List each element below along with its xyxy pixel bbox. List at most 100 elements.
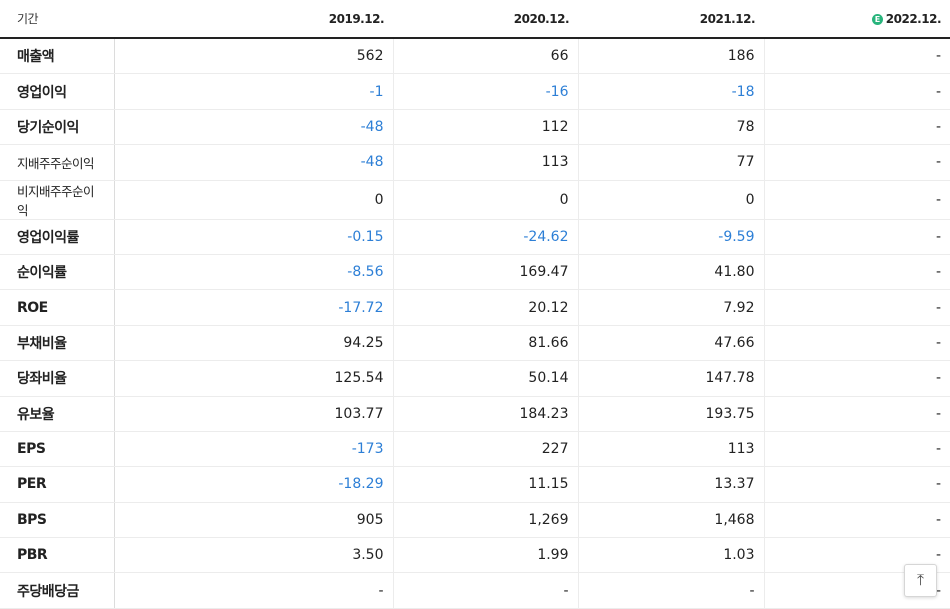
table-cell: -0.15 bbox=[113, 218, 393, 255]
table-row: EPS -173 227 113- bbox=[0, 430, 950, 468]
table-cell: 0 bbox=[113, 180, 393, 220]
table-cell: -48 bbox=[113, 109, 393, 146]
table-cell: 562 bbox=[113, 38, 393, 75]
year-header: 2019.12. bbox=[114, 0, 393, 39]
table-cell: - bbox=[763, 466, 950, 503]
row-label: 매출액 bbox=[0, 38, 115, 75]
table-cell: 1,468 bbox=[577, 502, 764, 539]
table-row: 유보율 103.77 184.23 193.75- bbox=[0, 396, 950, 432]
table-cell: - bbox=[763, 254, 950, 291]
table-cell: 94.25 bbox=[113, 324, 393, 362]
table-cell: 13.37 bbox=[577, 466, 764, 503]
table-cell: - bbox=[577, 572, 764, 609]
table-cell: - bbox=[763, 502, 950, 539]
table-cell: 905 bbox=[113, 502, 393, 539]
table-cell: - bbox=[763, 430, 950, 468]
table-cell: - bbox=[763, 73, 950, 110]
table-cell: 184.23 bbox=[392, 396, 578, 432]
table-cell: - bbox=[763, 324, 950, 362]
row-label: 유보율 bbox=[0, 396, 115, 432]
table-cell: 113 bbox=[577, 430, 764, 468]
table-cell: -18.29 bbox=[113, 466, 393, 503]
table-cell: - bbox=[763, 180, 950, 220]
table-row: 영업이익률 -0.15 -24.62 -9.59- bbox=[0, 218, 950, 255]
table-row: PBR 3.50 1.99 1.03- bbox=[0, 537, 950, 574]
table-cell: -48 bbox=[113, 144, 393, 181]
table-cell: - bbox=[763, 396, 950, 432]
table-cell: - bbox=[763, 360, 950, 397]
row-label: ROE bbox=[0, 289, 115, 326]
table-cell: 41.80 bbox=[577, 254, 764, 291]
table-cell: 103.77 bbox=[113, 396, 393, 432]
table-cell: 1,269 bbox=[392, 502, 578, 539]
row-label: 지배주주순이익 bbox=[0, 144, 115, 181]
table-cell: 125.54 bbox=[113, 360, 393, 397]
row-label: 부채비율 bbox=[0, 324, 115, 362]
table-cell: 47.66 bbox=[577, 324, 764, 362]
table-cell: 81.66 bbox=[392, 324, 578, 362]
table-cell: -8.56 bbox=[113, 254, 393, 291]
table-cell: - bbox=[392, 572, 578, 609]
table-row: ROE -17.72 20.12 7.92- bbox=[0, 289, 950, 326]
table-row: PER -18.29 11.15 13.37- bbox=[0, 466, 950, 503]
row-label: 비지배주주순이익 bbox=[0, 180, 115, 220]
table-cell: 77 bbox=[577, 144, 764, 181]
table-row: 매출액 562 66 186- bbox=[0, 38, 950, 75]
table-cell: 3.50 bbox=[113, 537, 393, 574]
row-label: 영업이익률 bbox=[0, 218, 115, 255]
table-header-row: 기간 2019.12. 2020.12. 2021.12. E 2022.12. bbox=[0, 0, 950, 39]
table-cell: 7.92 bbox=[577, 289, 764, 326]
table-cell: 227 bbox=[392, 430, 578, 468]
table-cell: 113 bbox=[392, 144, 578, 181]
row-label: PER bbox=[0, 466, 115, 503]
year-header-label: 2022.12. bbox=[885, 11, 942, 26]
table-row: 부채비율 94.25 81.66 47.66- bbox=[0, 324, 950, 362]
year-header: 2021.12. bbox=[578, 0, 764, 39]
table-cell: - bbox=[763, 109, 950, 146]
table-cell: - bbox=[763, 289, 950, 326]
year-header-estimate: E 2022.12. bbox=[764, 0, 950, 39]
row-label: EPS bbox=[0, 430, 115, 468]
table-cell: 20.12 bbox=[392, 289, 578, 326]
table-row: 비지배주주순이익 0 0 0- bbox=[0, 180, 950, 220]
table-cell: 169.47 bbox=[392, 254, 578, 291]
table-cell: -18 bbox=[577, 73, 764, 110]
table-cell: - bbox=[763, 144, 950, 181]
scroll-to-top-button[interactable]: ⤒ bbox=[904, 564, 937, 597]
table-cell: -9.59 bbox=[577, 218, 764, 255]
table-row: BPS 905 1,269 1,468- bbox=[0, 502, 950, 539]
table-cell: 193.75 bbox=[577, 396, 764, 432]
row-label: BPS bbox=[0, 502, 115, 539]
row-label: 주당배당금 bbox=[0, 572, 115, 609]
table-cell: 78 bbox=[577, 109, 764, 146]
table-row: 당좌비율 125.54 50.14 147.78- bbox=[0, 360, 950, 397]
table-row: 주당배당금 - - - - bbox=[0, 572, 950, 609]
arrow-up-to-top-icon: ⤒ bbox=[916, 570, 925, 589]
table-cell: 112 bbox=[392, 109, 578, 146]
table-cell: 11.15 bbox=[392, 466, 578, 503]
table-row: 당기순이익 -48 112 78- bbox=[0, 109, 950, 146]
table-cell: 147.78 bbox=[577, 360, 764, 397]
estimate-badge-icon: E bbox=[871, 13, 883, 25]
table-cell: -24.62 bbox=[392, 218, 578, 255]
table-cell: - bbox=[763, 38, 950, 75]
table-row: 영업이익 -1 -16 -18- bbox=[0, 73, 950, 110]
row-label: 영업이익 bbox=[0, 73, 115, 110]
table-cell: -173 bbox=[113, 430, 393, 468]
table-cell: 1.03 bbox=[577, 537, 764, 574]
table-cell: -16 bbox=[392, 73, 578, 110]
row-label: 당기순이익 bbox=[0, 109, 115, 146]
table-cell: - bbox=[113, 572, 393, 609]
row-label: 당좌비율 bbox=[0, 360, 115, 397]
table-row: 순이익률 -8.56 169.47 41.80- bbox=[0, 254, 950, 291]
table-cell: - bbox=[763, 218, 950, 255]
row-label: 순이익률 bbox=[0, 254, 115, 291]
table-cell: 1.99 bbox=[392, 537, 578, 574]
table-cell: 186 bbox=[577, 38, 764, 75]
year-header: 2020.12. bbox=[393, 0, 578, 39]
table-cell: -17.72 bbox=[113, 289, 393, 326]
table-row: 지배주주순이익 -48 113 77- bbox=[0, 144, 950, 181]
table-body: 매출액 562 66 186- 영업이익 -1 -16 -18- 당기순이익 -48 112 78- 지… bbox=[0, 38, 950, 609]
table-cell: -1 bbox=[113, 73, 393, 110]
